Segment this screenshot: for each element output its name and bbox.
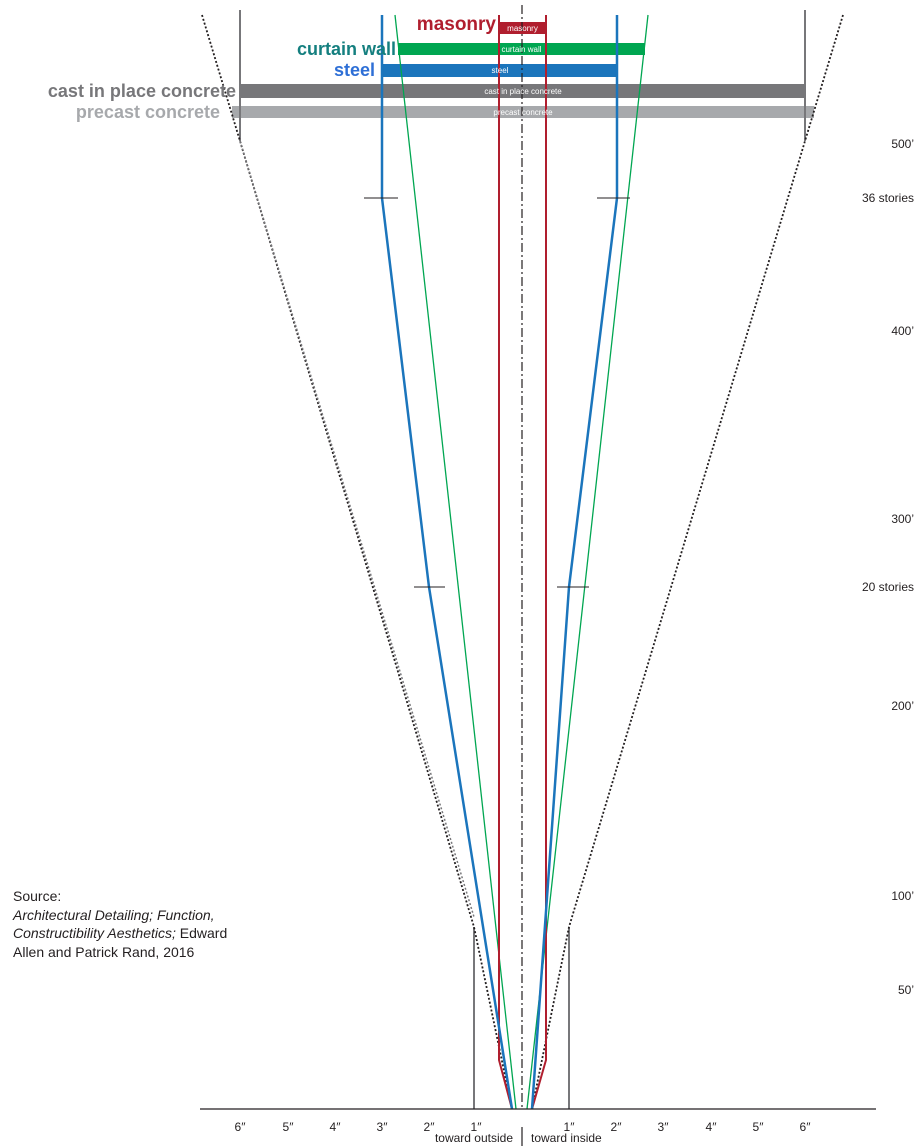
- steel-bar-label: steel: [492, 66, 509, 75]
- precast-legend-label: precast concrete: [76, 102, 220, 122]
- precast-left-envelope: [239, 140, 475, 918]
- tick-right-2: 2″: [611, 1120, 623, 1134]
- tick-left-5: 5″: [283, 1120, 295, 1134]
- tick-left-4: 4″: [330, 1120, 342, 1134]
- source-note: Source: Architectural Detailing; Functio…: [13, 887, 243, 961]
- curtain-wall-bar: [398, 43, 645, 55]
- curtain-wall-left-line: [394, 14, 517, 1110]
- height-label-20-stories: 20 stories: [862, 580, 914, 594]
- cast-in-place-bar-label: cast in place concrete: [484, 87, 562, 96]
- steel-legend-label: steel: [334, 60, 375, 80]
- tick-right-3: 3″: [658, 1120, 670, 1134]
- tick-left-3: 3″: [377, 1120, 389, 1134]
- steel-right-line: [530, 15, 619, 1110]
- masonry-right-line: [531, 15, 547, 1110]
- cast-in-place-legend-label: cast in place concrete: [48, 81, 236, 101]
- steel-left-line: [380, 15, 514, 1110]
- tick-right-4: 4″: [706, 1120, 718, 1134]
- tick-right-6: 6″: [800, 1120, 812, 1134]
- height-label-100: 100’: [891, 889, 914, 903]
- height-label-500: 500’: [891, 137, 914, 151]
- curtain-wall-legend-label: curtain wall: [297, 39, 396, 59]
- height-label-400: 400’: [891, 324, 914, 338]
- tick-left-2: 2″: [424, 1120, 436, 1134]
- source-title: Architectural Detailing; Function, Const…: [13, 906, 215, 942]
- height-label-50: 50’: [898, 983, 914, 997]
- precast-bar: [232, 106, 814, 118]
- tick-right-5: 5″: [753, 1120, 765, 1134]
- height-label-200: 200’: [891, 699, 914, 713]
- masonry-bar-label: masonry: [507, 24, 538, 33]
- precast-right-dotted: [531, 14, 844, 1110]
- curtain-wall-bar-label: curtain wall: [501, 45, 541, 54]
- masonry-legend-label: masonry: [417, 14, 497, 35]
- source-heading: Source:: [13, 888, 62, 904]
- tick-left-6: 6″: [235, 1120, 247, 1134]
- toward-inside-caption: toward inside: [531, 1131, 602, 1145]
- masonry-left-line: [498, 15, 513, 1110]
- source-authors: Edward Allen and Patrick Rand, 2016: [13, 925, 228, 960]
- curtain-wall-right-line: [526, 14, 649, 1110]
- height-label-300: 300’: [891, 512, 914, 526]
- tick-right-1: 1″: [564, 1120, 576, 1134]
- precast-left-dotted: [201, 14, 513, 1110]
- toward-outside-caption: toward outside: [435, 1131, 513, 1145]
- precast-bar-label: precast concrete: [493, 108, 553, 117]
- tick-left-1: 1″: [471, 1120, 483, 1134]
- height-label-36-stories: 36 stories: [862, 191, 914, 205]
